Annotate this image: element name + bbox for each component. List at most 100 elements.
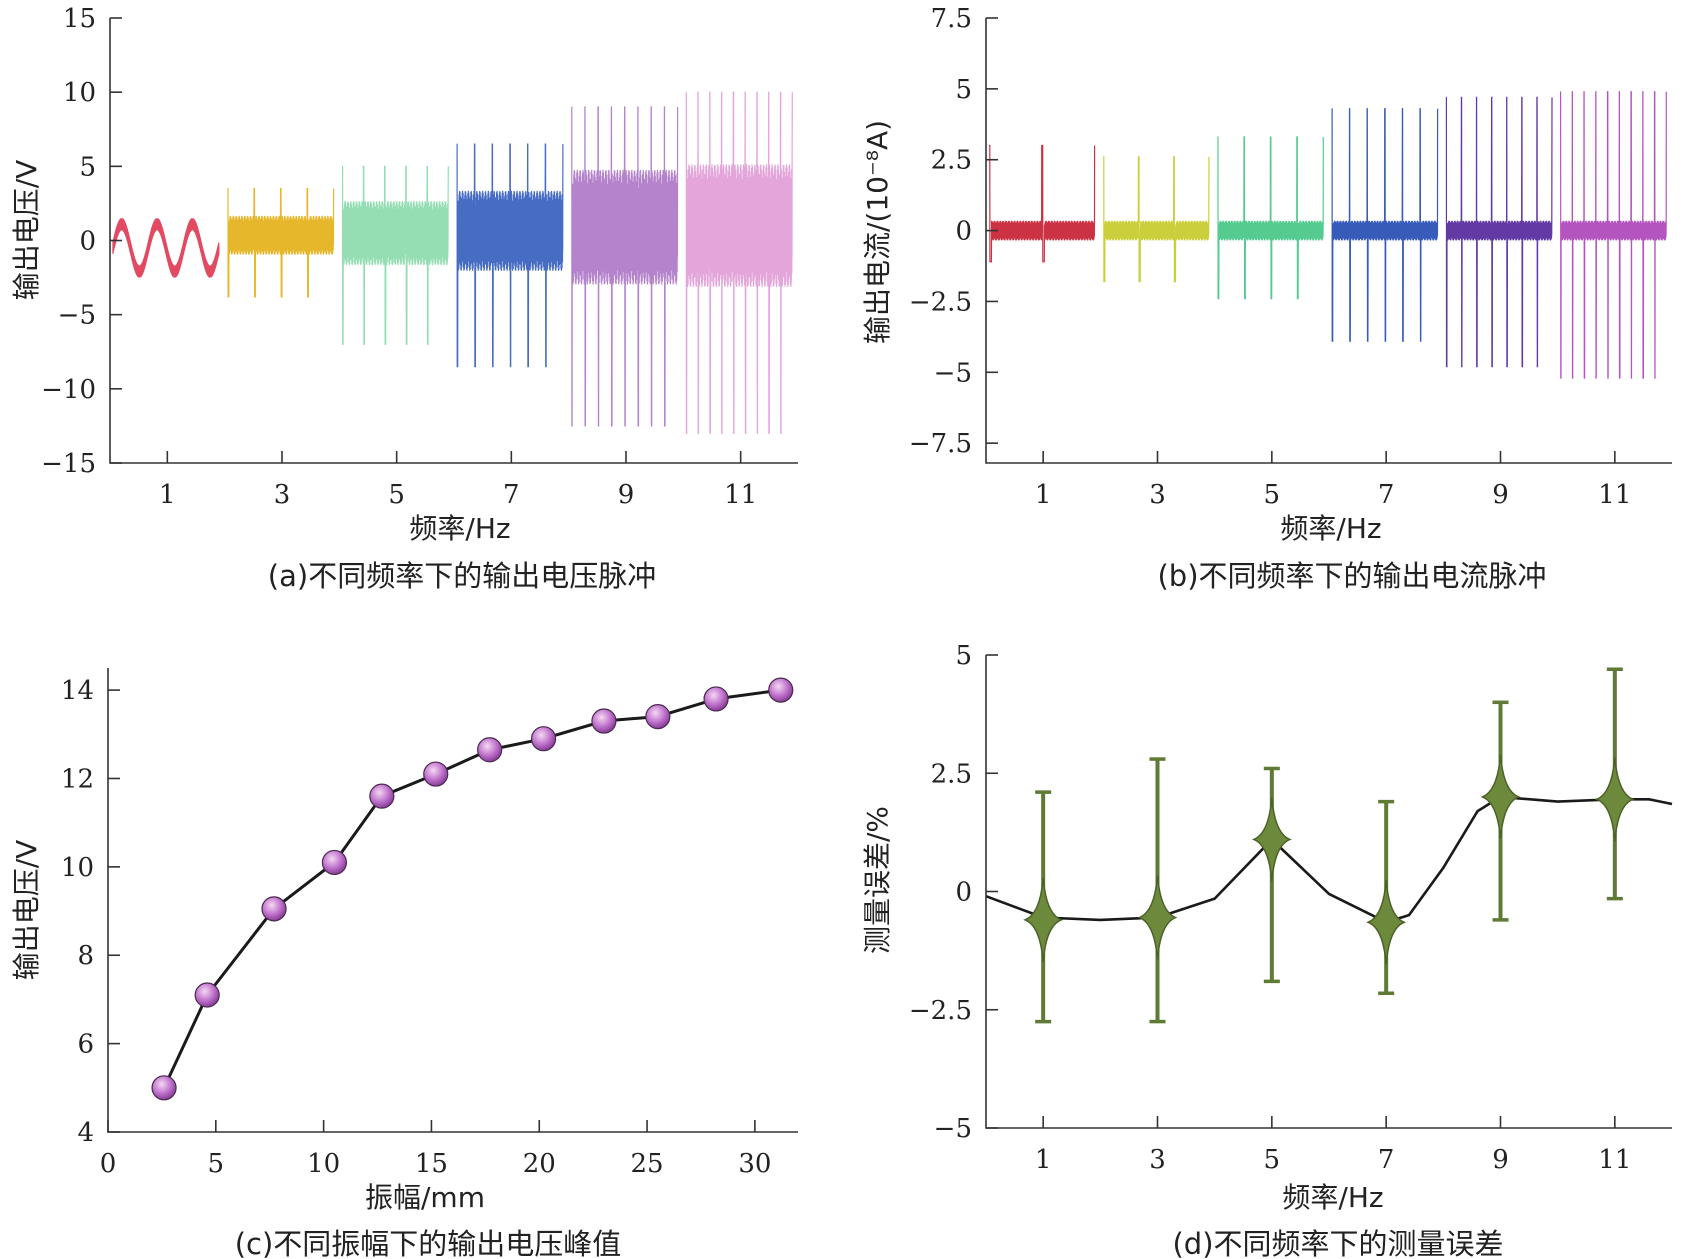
panel-c-data-point [151, 1075, 177, 1101]
panel-c-ytick-label: 12 [61, 764, 94, 794]
panel-c-xtick-label: 5 [208, 1149, 225, 1179]
panel-d-ytick-label: 0 [955, 878, 972, 908]
panel-d-ylabel: 测量误差/% [861, 806, 894, 954]
panel-a-series-7hz [456, 143, 564, 368]
panel-a-series-9hz [571, 106, 679, 427]
panel-b-series-5hz [1217, 136, 1324, 300]
panel-b-series-9hz [1445, 96, 1553, 368]
panel-b-ytick-label: −2.5 [909, 287, 972, 317]
panel-b-xlabel: 频率/Hz [1280, 512, 1381, 545]
panel-c-ytick-label: 10 [61, 853, 94, 883]
panel-a-ytick-label: −10 [41, 375, 96, 405]
panel-d-ytick-label: −5 [934, 1114, 972, 1144]
panel-c-xtick-label: 15 [415, 1149, 448, 1179]
panel-d-ytick-label: 2.5 [931, 759, 972, 789]
panel-a-ytick-label: 5 [79, 152, 96, 182]
panel-b-ytick-label: 5 [955, 75, 972, 105]
panel-b-series-11hz [1560, 91, 1667, 379]
panel-d-plot-area: 1 3 5 7 9 11 5 2.5 0 −2.5 −5 [909, 641, 1673, 1175]
panel-d-data-point [1594, 757, 1635, 842]
panel-c-caption: (c)不同振幅下的输出电压峰值 [235, 1227, 622, 1259]
panel-c-data-point [591, 708, 617, 734]
panel-a-axes [109, 18, 798, 464]
panel-b-series-3hz [1103, 156, 1210, 283]
panel-c-peak-voltage: 0 5 10 15 20 25 30 14 12 10 8 6 4 振幅/mm 输出电压/V (c)不同… [10, 668, 798, 1259]
panel-a-voltage-pulses: 1 3 5 7 9 11 15 10 5 0 −5 −10 −15 频率/Hz 输出电压/V (a)不同… [10, 4, 798, 593]
panel-a-xtick-label: 3 [274, 480, 291, 510]
panel-d-ytick-label: −2.5 [909, 996, 972, 1026]
panel-c-ytick-label: 4 [77, 1118, 94, 1148]
panel-c-xlabel: 振幅/mm [365, 1181, 485, 1214]
panel-c-data-point [645, 704, 671, 730]
panel-d-data-point [1023, 877, 1064, 962]
panel-a-series-11hz [685, 91, 793, 434]
panel-d-data-point [1480, 754, 1521, 839]
panel-d-xtick-label: 9 [1492, 1145, 1509, 1175]
panel-b-xtick-label: 11 [1598, 480, 1631, 510]
panel-b-ytick-label: 2.5 [931, 146, 972, 176]
panel-d-axes [985, 655, 1672, 1129]
panel-a-series-5hz [342, 165, 449, 345]
panel-a-ylabel: 输出电压/V [10, 160, 43, 301]
panel-d-ytick-label: 5 [955, 641, 972, 671]
panel-c-xtick-label: 30 [738, 1149, 771, 1179]
panel-c-data-point [261, 896, 287, 922]
panel-c-xtick-label: 25 [631, 1149, 664, 1179]
panel-c-data-point [703, 686, 729, 712]
panel-c-series-line [162, 688, 782, 1089]
panel-c-ytick-label: 8 [77, 941, 94, 971]
panel-b-ytick-label: 7.5 [931, 4, 972, 34]
panel-d-xtick-label: 1 [1035, 1145, 1052, 1175]
panel-b-ytick-label: 0 [955, 217, 972, 247]
panel-b-ylabel: 输出电流/(10⁻⁸A) [861, 120, 894, 344]
panel-c-data-point [530, 726, 557, 752]
panel-b-ytick-label: −7.5 [909, 429, 972, 459]
panel-d-xtick-label: 7 [1378, 1145, 1395, 1175]
panel-a-caption: (a)不同频率下的输出电压脉冲 [268, 559, 656, 593]
panel-b-series-1hz [988, 144, 1096, 263]
panel-c-ylabel: 输出电压/V [10, 840, 43, 981]
panel-c-data-point [423, 761, 449, 787]
panel-a-ytick-label: −15 [41, 449, 96, 479]
panel-c-data-point [321, 849, 348, 876]
panel-d-series-line [985, 795, 1673, 924]
panel-d-measurement-error: 1 3 5 7 9 11 5 2.5 0 −2.5 −5 频率/Hz 测量误差/% (d)不同频率下… [861, 641, 1673, 1259]
panel-a-ytick-label: 10 [63, 78, 96, 108]
panel-c-xtick-label: 10 [307, 1149, 340, 1179]
panel-a-xtick-label: 1 [159, 480, 176, 510]
panel-d-xtick-label: 3 [1149, 1145, 1166, 1175]
panel-a-series-3hz [227, 188, 335, 298]
panel-a-ytick-label: 0 [79, 227, 96, 257]
panel-d-data-point [1251, 797, 1292, 882]
panel-a-ytick-label: 15 [63, 4, 96, 34]
panel-b-xtick-label: 3 [1149, 480, 1166, 510]
panel-c-data-point [194, 982, 220, 1008]
panel-d-data-point [1366, 880, 1407, 965]
panel-b-caption: (b)不同频率下的输出电流脉冲 [1157, 559, 1546, 593]
panel-d-xlabel: 频率/Hz [1282, 1181, 1383, 1214]
panel-d-xtick-label: 5 [1264, 1145, 1281, 1175]
panel-c-ytick-label: 6 [77, 1030, 94, 1060]
panel-b-xtick-label: 1 [1035, 480, 1052, 510]
panel-b-plot-area: 1 3 5 7 9 11 7.5 5 2.5 0 −2.5 −5 −7.5 [909, 4, 1667, 510]
panel-c-xtick-label: 20 [523, 1149, 556, 1179]
panel-b-axes [985, 18, 1672, 464]
panel-a-xtick-label: 7 [503, 480, 520, 510]
panel-b-ytick-label: −5 [934, 358, 972, 388]
panel-a-xtick-label: 9 [618, 480, 635, 510]
panel-a-series-1hz [112, 218, 220, 278]
panel-d-caption: (d)不同频率下的测量误差 [1172, 1227, 1503, 1259]
panel-a-xtick-label: 11 [724, 480, 757, 510]
panel-c-data-point [477, 737, 503, 763]
panel-a-ytick-label: −5 [58, 301, 96, 331]
panel-b-xtick-label: 9 [1492, 480, 1509, 510]
panel-b-xtick-label: 7 [1378, 480, 1395, 510]
panel-a-plot-area: 1 3 5 7 9 11 15 10 5 0 −5 −10 −15 [41, 4, 793, 510]
panel-b-xtick-label: 5 [1264, 480, 1281, 510]
panel-c-ytick-label: 14 [61, 676, 94, 706]
panel-d-xtick-label: 11 [1598, 1145, 1631, 1175]
panel-c-data-point [369, 783, 395, 809]
panel-a-xlabel: 频率/Hz [409, 512, 510, 545]
panel-c-axes [107, 668, 798, 1133]
